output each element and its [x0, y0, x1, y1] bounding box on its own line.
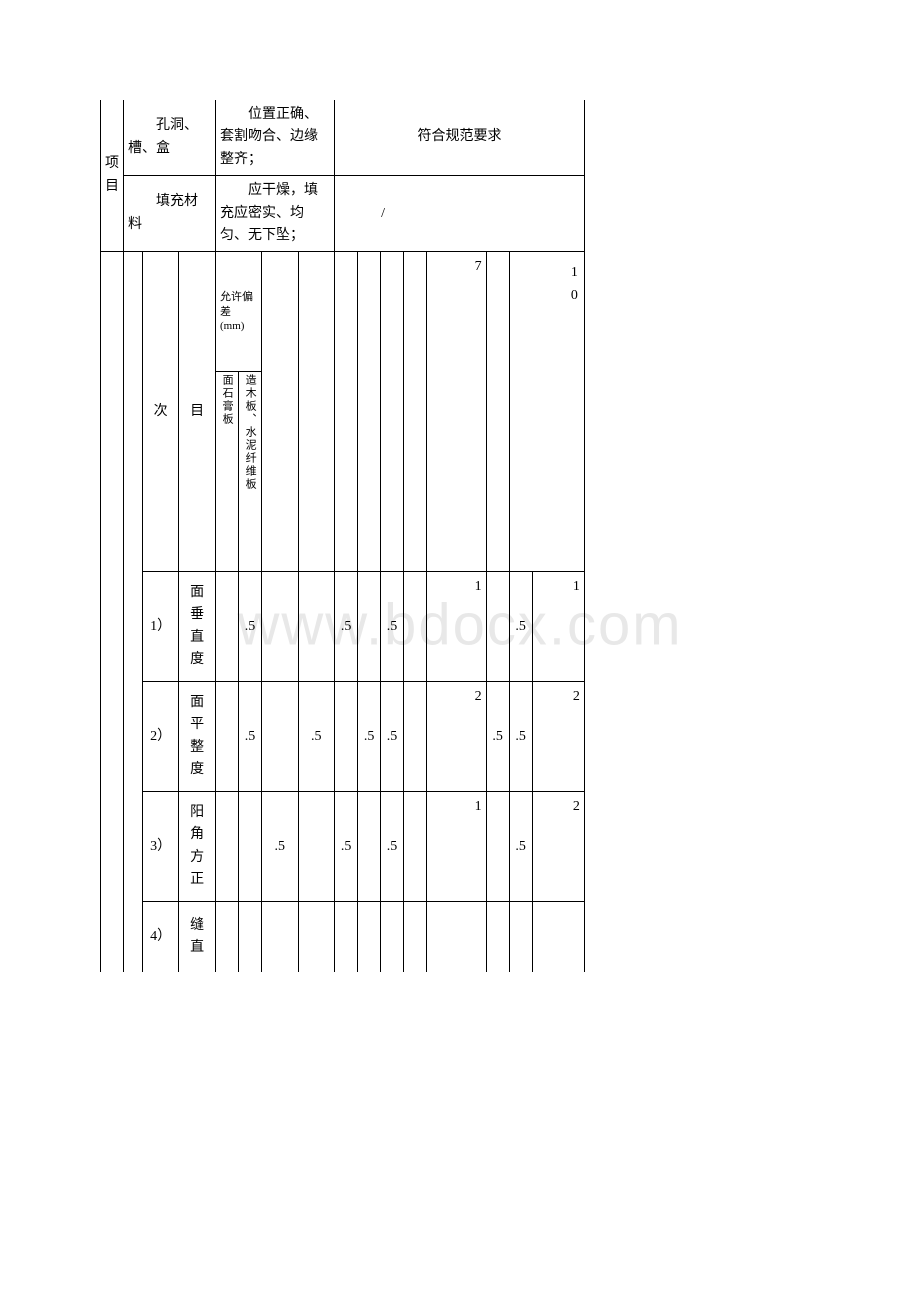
m1-item: 面垂直度: [179, 572, 216, 682]
blank-col: [584, 100, 710, 972]
m1-m7: .5: [509, 572, 532, 682]
m1-m4: [358, 572, 381, 682]
m1-c1: 1: [427, 572, 487, 682]
m4-c2: [532, 902, 584, 972]
main-table: 项目 孔洞、槽、盒 位置正确、套割吻合、边缘整齐； 符合规范要求 填充材料 应干…: [100, 100, 710, 972]
m1-m1: [261, 572, 298, 682]
header-item: 目: [179, 252, 216, 572]
m3-m4: [358, 792, 381, 902]
m1-v2: .5: [238, 572, 261, 682]
m3-m1: .5: [261, 792, 298, 902]
m4-m5: [381, 902, 404, 972]
m3-c2: 2: [532, 792, 584, 902]
row1-requirement: 位置正确、套割吻合、边缘整齐；: [215, 100, 334, 176]
m1-m2: [298, 572, 335, 682]
page-container: 项目 孔洞、槽、盒 位置正确、套割吻合、边缘整齐； 符合规范要求 填充材料 应干…: [0, 0, 920, 972]
m3-m5: .5: [381, 792, 404, 902]
m1-m3: .5: [335, 572, 358, 682]
m2-m5: .5: [381, 682, 404, 792]
m1-m6: [486, 572, 509, 682]
m4-seq: 4）: [142, 902, 179, 972]
header-count2: 10: [509, 252, 584, 572]
m3-seq: 3）: [142, 792, 179, 902]
m1-v1: [215, 572, 238, 682]
m2-item: 面平整度: [179, 682, 216, 792]
m2-v2: .5: [238, 682, 261, 792]
m2-m3: [335, 682, 358, 792]
header-count1: 7: [427, 252, 487, 572]
m4-v2: [238, 902, 261, 972]
row2-result: /: [335, 176, 585, 252]
m3-c1: 1: [427, 792, 487, 902]
m2-seq: 2）: [142, 682, 179, 792]
m1-c2: 1: [532, 572, 584, 682]
blank-left: [101, 252, 124, 972]
hm5: [381, 252, 404, 572]
row2-requirement: 应干燥，填充应密实、均匀、无下坠；: [215, 176, 334, 252]
row1-label: 孔洞、槽、盒: [123, 100, 215, 176]
m3-m7: .5: [509, 792, 532, 902]
m2-m5b: [404, 682, 427, 792]
m4-m6: [486, 902, 509, 972]
m3-m5b: [404, 792, 427, 902]
m4-m1: [261, 902, 298, 972]
m4-v1: [215, 902, 238, 972]
m1-m5: .5: [381, 572, 404, 682]
hm8: [486, 252, 509, 572]
m3-m2: [298, 792, 335, 902]
m3-v1: [215, 792, 238, 902]
m2-m4: .5: [358, 682, 381, 792]
m2-m2: .5: [298, 682, 335, 792]
m4-m4: [358, 902, 381, 972]
m4-m5b: [404, 902, 427, 972]
header-board2: 造木板、水泥纤维板: [238, 372, 261, 572]
m4-m2: [298, 902, 335, 972]
m4-c1: [427, 902, 487, 972]
m3-v2: [238, 792, 261, 902]
header-tolerance: 允许偏差 (mm): [215, 252, 261, 372]
hm4: [358, 252, 381, 572]
hm2: [298, 252, 335, 572]
m2-c2: 2: [532, 682, 584, 792]
hm1: [261, 252, 298, 572]
blank-left2: [123, 252, 142, 972]
m2-m1: [261, 682, 298, 792]
m3-item: 阳角方正: [179, 792, 216, 902]
header-board1: 面石膏板: [215, 372, 238, 572]
hm6: [404, 252, 427, 572]
m2-c1: 2: [427, 682, 487, 792]
m2-v1: [215, 682, 238, 792]
section-label: 项目: [101, 100, 124, 252]
m2-m6: .5: [486, 682, 509, 792]
hm3: [335, 252, 358, 572]
m4-m3: [335, 902, 358, 972]
header-seq: 次: [142, 252, 179, 572]
m1-seq: 1）: [142, 572, 179, 682]
m3-m6: [486, 792, 509, 902]
row2-label: 填充材料: [123, 176, 215, 252]
m1-m5b: [404, 572, 427, 682]
row1-result: 符合规范要求: [335, 100, 585, 176]
m2-m7: .5: [509, 682, 532, 792]
m4-m7: [509, 902, 532, 972]
m4-item: 缝直: [179, 902, 216, 972]
m3-m3: .5: [335, 792, 358, 902]
